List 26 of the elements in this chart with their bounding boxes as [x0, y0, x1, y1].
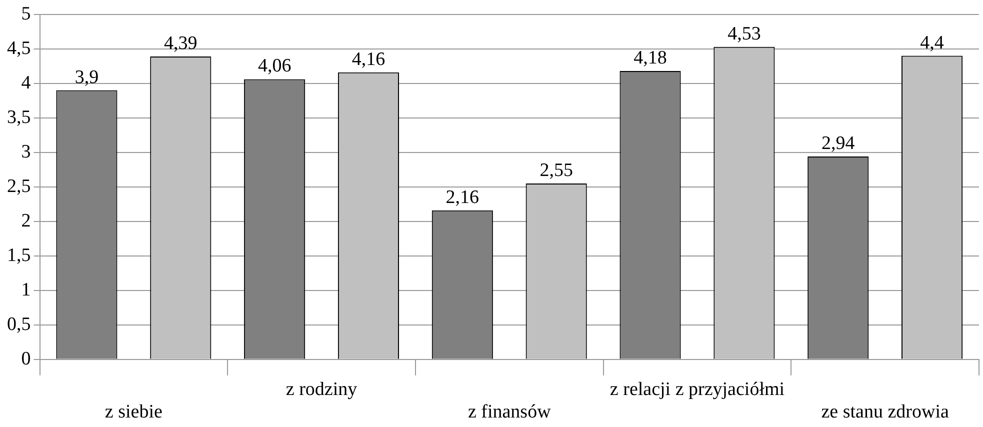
data-label: 4,39 [164, 32, 198, 54]
y-tick-label: 5 [21, 3, 31, 24]
data-label: 2,16 [446, 186, 480, 208]
data-label: 4,53 [728, 23, 761, 44]
data-label: 4,18 [634, 47, 667, 68]
x-tick-label: z rodziny [286, 378, 358, 400]
data-label: 2,55 [540, 160, 573, 181]
x-tick-label: z siebie [104, 402, 162, 423]
data-label: 4,16 [352, 48, 386, 70]
y-tick-label: 0 [21, 348, 31, 370]
y-tick-label: 0,5 [7, 314, 31, 335]
y-tick-label: 4,5 [7, 38, 31, 59]
data-label: 2,94 [821, 133, 856, 154]
y-tick-label: 2 [21, 210, 31, 232]
x-tick-label: z finansów [468, 402, 552, 423]
y-tick-label: 1 [21, 279, 31, 300]
data-label: 4,4 [920, 32, 944, 54]
y-tick-label: 4 [21, 72, 32, 94]
y-tick-label: 1,5 [7, 244, 31, 266]
y-tick-label: 3,5 [7, 106, 31, 128]
data-label: 3,9 [74, 66, 99, 88]
x-tick-label: ze stanu zdrowia [821, 402, 950, 423]
x-tick-label: z relacji z przyjaciółmi [610, 378, 785, 400]
data-label: 4,06 [258, 56, 292, 77]
y-tick-label: 3 [21, 141, 31, 162]
y-tick-label: 2,5 [7, 176, 31, 197]
